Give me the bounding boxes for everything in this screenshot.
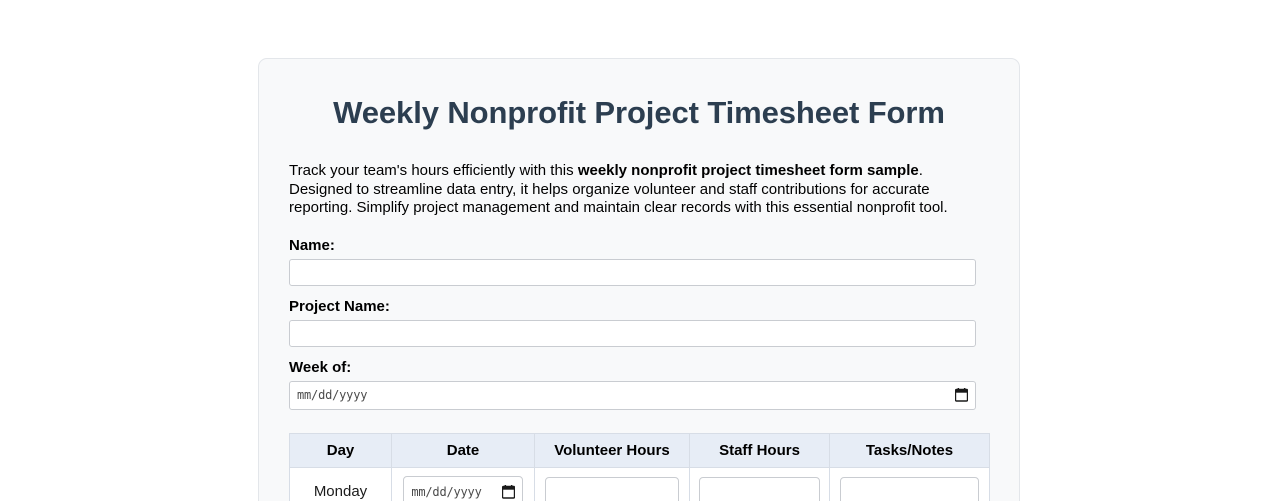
row-date-input-monday[interactable]: mm/dd/yyyy <box>403 476 523 501</box>
page-title: Weekly Nonprofit Project Timesheet Form <box>333 95 945 130</box>
week-of-date-placeholder: mm/dd/yyyy <box>297 388 368 402</box>
intro-text-after: . Designed to streamline data entry, it … <box>289 162 948 216</box>
name-label: Name: <box>289 236 335 254</box>
timesheet-table-wrapper: Day Date Volunteer Hours Staff Hours Tas… <box>289 432 990 501</box>
calendar-icon[interactable] <box>955 388 968 402</box>
staff-hours-input-monday[interactable] <box>699 477 820 501</box>
table-header-row: Day Date Volunteer Hours Staff Hours Tas… <box>289 432 990 468</box>
row-date-placeholder-monday: mm/dd/yyyy <box>411 484 482 499</box>
timesheet-table-body: Monday mm/dd/yyyy <box>289 466 990 501</box>
column-header-volunteer-hours: Volunteer Hours <box>534 432 690 468</box>
intro-paragraph: Track your team's hours efficiently with… <box>289 162 989 218</box>
project-name-input[interactable] <box>289 319 976 347</box>
name-input[interactable] <box>289 258 976 286</box>
week-of-label: Week of: <box>289 358 352 376</box>
volunteer-hours-input-monday[interactable] <box>545 477 679 501</box>
timesheet-table-head: Day Date Volunteer Hours Staff Hours Tas… <box>289 432 990 468</box>
column-header-day: Day <box>289 432 392 468</box>
table-row: Monday mm/dd/yyyy <box>289 466 990 501</box>
intro-text-bold: weekly nonprofit project timesheet form … <box>577 162 919 179</box>
cell-date: mm/dd/yyyy <box>391 466 535 501</box>
day-label-monday: Monday <box>313 483 368 500</box>
timesheet-table: Day Date Volunteer Hours Staff Hours Tas… <box>289 432 990 501</box>
column-header-tasks-notes: Tasks/Notes <box>829 432 990 468</box>
week-of-date-input[interactable]: mm/dd/yyyy <box>289 380 976 410</box>
tasks-notes-input-monday[interactable] <box>840 477 979 501</box>
cell-volunteer-hours <box>534 466 690 501</box>
timesheet-form-card: Weekly Nonprofit Project Timesheet Form … <box>258 58 1020 501</box>
intro-text-before: Track your team's hours efficiently with… <box>289 162 578 179</box>
cell-staff-hours <box>689 466 830 501</box>
cell-day: Monday <box>289 466 392 501</box>
cell-tasks-notes <box>829 466 990 501</box>
project-name-label: Project Name: <box>289 297 390 315</box>
calendar-icon[interactable] <box>501 484 515 499</box>
column-header-date: Date <box>391 432 535 468</box>
column-header-staff-hours: Staff Hours <box>689 432 830 468</box>
